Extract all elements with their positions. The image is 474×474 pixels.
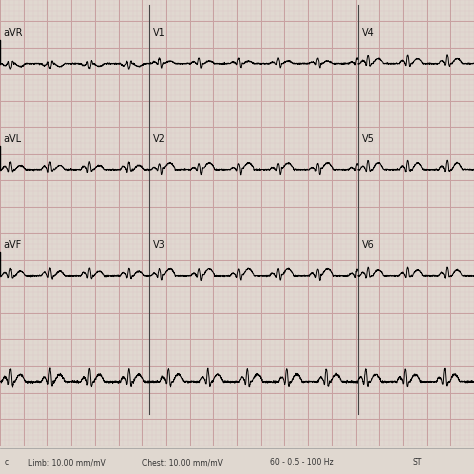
Text: V2: V2 (153, 134, 166, 144)
Text: V6: V6 (362, 240, 374, 250)
Text: aVF: aVF (4, 240, 22, 250)
Text: V4: V4 (362, 28, 374, 38)
Text: Chest: 10.00 mm/mV: Chest: 10.00 mm/mV (142, 458, 223, 467)
Text: c: c (5, 458, 9, 467)
Text: aVR: aVR (4, 28, 23, 38)
Text: V5: V5 (362, 134, 374, 144)
Text: aVL: aVL (4, 134, 22, 144)
Text: V1: V1 (153, 28, 166, 38)
Text: ST: ST (412, 458, 422, 467)
Text: 60 - 0.5 - 100 Hz: 60 - 0.5 - 100 Hz (270, 458, 334, 467)
Text: V3: V3 (153, 240, 166, 250)
Text: Limb: 10.00 mm/mV: Limb: 10.00 mm/mV (28, 458, 106, 467)
